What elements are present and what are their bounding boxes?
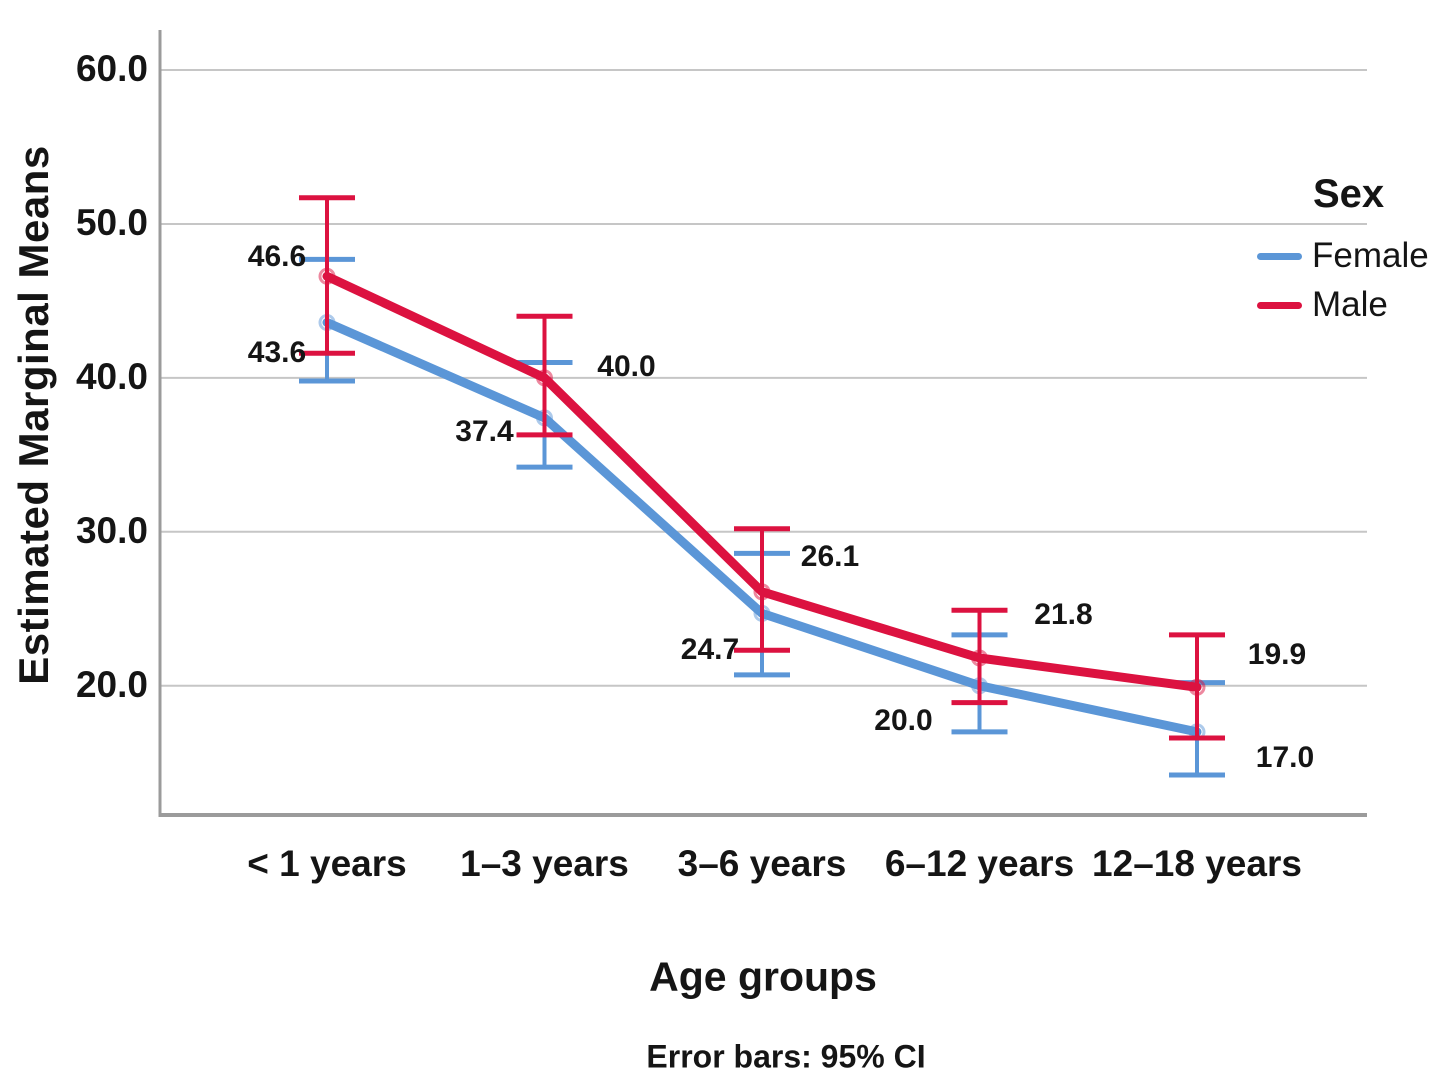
y-tick-label-40.0: 40.0 xyxy=(75,356,148,398)
male-marker-0 xyxy=(318,267,336,285)
x-tick-label-1: 1–3 years xyxy=(460,843,629,884)
legend: Sex Female Male xyxy=(1257,172,1429,325)
y-tick-label-20.0: 20.0 xyxy=(75,663,148,705)
data-label-male-1: 40.0 xyxy=(597,349,656,383)
male-series-line xyxy=(322,271,1202,692)
x-tick-label-2: 3–6 years xyxy=(677,843,847,884)
y-tick-label-60.0: 60.0 xyxy=(75,48,148,90)
data-label-male-4: 19.9 xyxy=(1247,638,1307,672)
y-tick-label-30.0: 30.0 xyxy=(75,509,148,551)
male-marker-4 xyxy=(1188,678,1206,696)
error-bars-footnote: Error bars: 95% CI xyxy=(646,1038,926,1075)
legend-title: Sex xyxy=(1313,172,1385,216)
data-label-female-4: 17.0 xyxy=(1255,740,1315,774)
x-tick-label-0: < 1 years xyxy=(247,843,407,884)
data-label-male-2: 26.1 xyxy=(800,539,860,573)
x-tick-label-3: 6–12 years xyxy=(884,843,1075,884)
x-tick-label-4: 12–18 years xyxy=(1092,843,1302,884)
y-tick-label-50.0: 50.0 xyxy=(75,202,148,244)
x-axis-title: Age groups xyxy=(649,953,877,1000)
data-label-female-3: 20.0 xyxy=(874,703,933,737)
data-label-female-0: 43.6 xyxy=(247,336,307,370)
data-label-male-3: 21.8 xyxy=(1034,598,1093,631)
male-marker-3 xyxy=(971,649,988,667)
data-label-male-0: 46.6 xyxy=(247,240,307,274)
legend-label-male: Male xyxy=(1312,285,1388,324)
legend-item-male: Male xyxy=(1257,285,1429,325)
legend-label-female: Female xyxy=(1312,236,1429,275)
male-marker-1 xyxy=(536,369,553,387)
data-label-female-2: 24.7 xyxy=(680,633,740,667)
male-marker-2 xyxy=(753,583,771,601)
legend-item-female: Female xyxy=(1257,236,1429,276)
female-line-swatch xyxy=(1257,252,1302,260)
male-line-swatch xyxy=(1257,301,1302,309)
data-label-female-1: 37.4 xyxy=(455,414,514,448)
